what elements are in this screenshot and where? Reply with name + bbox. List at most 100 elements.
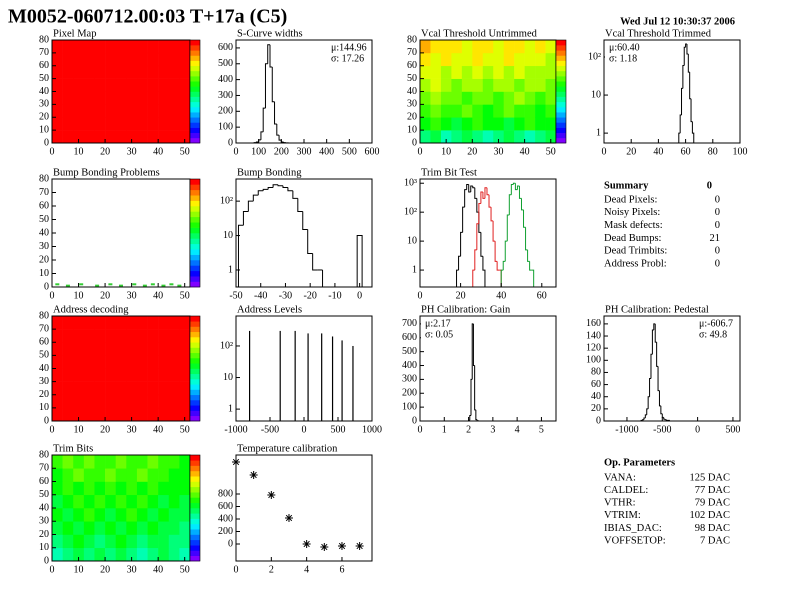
heatmap-cell (147, 394, 159, 409)
histogram-bin (282, 185, 288, 188)
histogram-bin (482, 256, 486, 287)
heatmap-cell (126, 407, 138, 422)
heatmap-cell (105, 130, 116, 144)
y-tick-label: 500 (402, 346, 417, 357)
heatmap-cell (73, 534, 85, 549)
histogram-bin (252, 194, 259, 202)
heatmap-cell (62, 368, 74, 382)
heatmap-cell (136, 40, 148, 54)
heatmap-cell (179, 65, 191, 79)
op-parameter-value: 79 DAC (695, 498, 730, 509)
heatmap-cell (440, 91, 452, 105)
heatmap-cell (168, 468, 180, 482)
heatmap-cell (115, 342, 127, 356)
heatmap-cell (73, 130, 85, 144)
panel-title: Address Levels (237, 304, 302, 315)
y-tick-label: 600 (402, 332, 417, 343)
heatmap-cell (493, 91, 504, 105)
summary-label: Dead Pixels: (604, 194, 657, 205)
heatmap-cell (126, 368, 138, 382)
heatmap-cell (440, 78, 452, 92)
colorbar-segment (556, 91, 566, 97)
x-tick-label: 10 (74, 146, 84, 157)
heatmap-cell (158, 65, 170, 79)
heatmap-cell (168, 104, 180, 118)
histogram-bin (271, 66, 275, 103)
y-tick-label: 10 (39, 268, 49, 279)
histogram-bin (666, 419, 668, 421)
heatmap-cell (147, 78, 159, 92)
colorbar-segment (190, 233, 200, 239)
heatmap-cell (524, 130, 536, 144)
histogram-bin (500, 269, 504, 287)
heatmap-cell (535, 52, 546, 67)
heatmap-cell (62, 342, 74, 356)
summary-value: 0 (715, 246, 720, 257)
colorbar-segment (190, 122, 200, 128)
heatmap-cell (83, 407, 95, 422)
heatmap-cell (158, 508, 170, 522)
heatmap-cell (62, 521, 74, 535)
y-tick-label: 20 (39, 254, 49, 265)
x-tick-label: 30 (127, 564, 137, 575)
colorbar-segment (556, 96, 566, 103)
heatmap-cell (83, 117, 95, 131)
heatmap-cell (115, 368, 127, 382)
histogram-bin (651, 329, 654, 355)
colorbar-segment (556, 55, 566, 61)
heatmap-cell (136, 381, 148, 396)
histogram-bin (476, 198, 479, 213)
heatmap-cell (136, 104, 148, 118)
heatmap-cell (62, 329, 74, 343)
heatmap-cell (115, 381, 127, 396)
heatmap-cell (179, 494, 191, 509)
colorbar-segment (556, 101, 566, 108)
x-tick-label: 60 (681, 146, 691, 157)
y-tick-label: 80 (39, 173, 49, 184)
colorbar-frame (189, 454, 201, 562)
colorbar-segment (556, 70, 566, 77)
y-tick-label: 10 (591, 89, 601, 100)
heatmap-cell (94, 455, 106, 469)
heatmap-cell (115, 534, 127, 549)
heatmap-cell (52, 481, 63, 496)
colorbar-segment (190, 101, 200, 108)
y-tick-label: 10 (39, 542, 49, 553)
heatmap-cell (158, 547, 170, 562)
heatmap-cell (83, 481, 95, 496)
op-parameter-value: 77 DAC (695, 485, 730, 496)
heatmap-cell (83, 534, 95, 549)
op-parameter-label: VTRIM: (604, 510, 641, 521)
heatmap-cell (105, 455, 116, 469)
y-tick-label: 70 (407, 47, 417, 58)
summary-value: 0 (715, 220, 720, 231)
x-tick-label: 5 (539, 424, 544, 435)
heatmap-cell (168, 481, 180, 496)
x-tick-label: 20 (100, 424, 110, 435)
data-point (95, 284, 100, 287)
y-tick-label: 50 (39, 489, 49, 500)
heatmap-cell (105, 104, 116, 118)
stats-box (421, 317, 465, 343)
heatmap-cell (52, 381, 63, 396)
heatmap-cell (420, 91, 431, 105)
plot-frame (235, 178, 373, 288)
heatmap-cell (52, 394, 63, 409)
heatmap-cell (105, 494, 116, 509)
histogram-bin (262, 188, 269, 191)
heatmap-cell (126, 78, 138, 92)
heatmap-cell (147, 130, 159, 144)
plot-frame (603, 39, 741, 144)
histogram-bin (496, 261, 500, 271)
y-tick-label: 100 (586, 355, 601, 366)
heatmap-cell (451, 52, 463, 67)
x-tick-label: -500 (261, 424, 279, 435)
data-point (320, 543, 329, 551)
heatmap-cell (115, 78, 127, 92)
heatmap-cell (73, 65, 85, 79)
heatmap-cell (136, 455, 148, 469)
heatmap-cell (52, 65, 63, 79)
heatmap-cell (472, 117, 484, 131)
heatmap-cell (524, 40, 536, 54)
heatmap-cell (52, 355, 63, 369)
